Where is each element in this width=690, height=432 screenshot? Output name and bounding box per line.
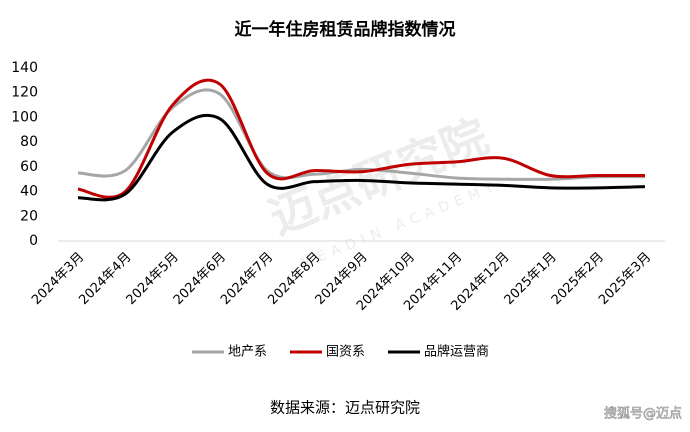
series-line xyxy=(77,78,645,199)
y-tick-label: 100 xyxy=(11,109,38,125)
y-tick-label: 60 xyxy=(20,159,38,175)
y-tick-label: 0 xyxy=(29,233,38,249)
series-line xyxy=(77,113,646,202)
y-tick-label: 140 xyxy=(11,60,38,76)
legend-label: 品牌运营商 xyxy=(424,344,489,360)
legend-label: 地产系 xyxy=(228,345,267,360)
y-tick-label: 20 xyxy=(20,208,38,224)
y-tick-label: 80 xyxy=(20,134,38,150)
credit: 搜狐号@迈点 xyxy=(604,407,682,422)
legend-label: 国资系 xyxy=(326,345,365,360)
chart-title: 近一年住房租赁品牌指数情况 xyxy=(235,19,456,40)
source: 数据来源：迈点研究院 xyxy=(270,399,420,417)
y-tick-label: 120 xyxy=(11,85,38,101)
y-tick-label: 40 xyxy=(20,184,38,200)
